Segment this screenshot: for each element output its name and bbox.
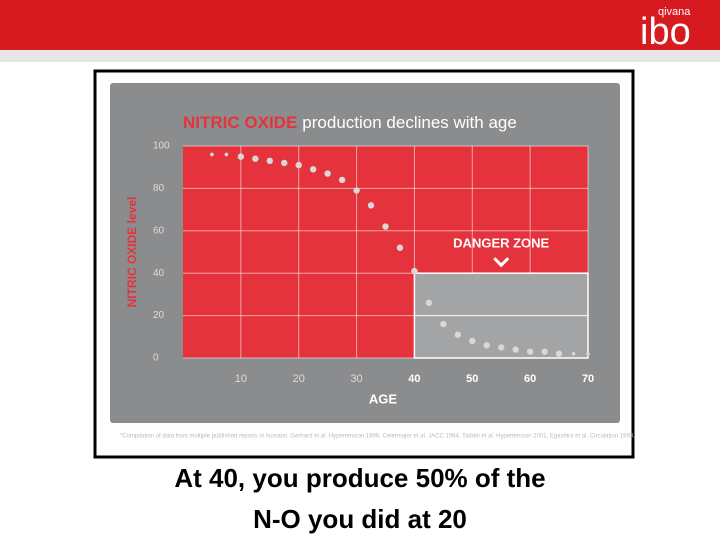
y-tick-label: 40 [153,268,165,279]
chart-title: NITRIC OXIDE production declines with age [183,113,517,132]
data-dot [324,170,331,177]
x-tick-label: 40 [408,373,420,385]
x-axis-label: AGE [369,391,398,406]
caption-line: At 40, you produce 50% of the [174,463,545,493]
data-dot [252,155,259,162]
data-dot [266,157,273,165]
data-dot [411,267,418,275]
brand-small: qivana [658,6,691,18]
data-dot [512,346,519,353]
data-dot [586,351,590,356]
data-dot [498,344,505,351]
title-text: production declines with age [302,113,517,132]
footnote: *Compilation of data from multiple publi… [120,434,635,440]
data-dot [367,202,375,209]
data-dot [526,348,534,355]
title-highlight: NITRIC OXIDE [183,113,297,132]
plot: 10 20 30 40 50 60 70 0 20 40 60 80 100 DANGER ZONE [153,141,594,385]
data-dot [541,348,548,355]
x-tick-label: 50 [466,373,478,385]
data-dot [353,187,360,194]
y-tick-label: 100 [153,141,170,152]
x-tick-label: 30 [350,373,362,385]
data-dot [281,159,288,167]
data-dot [309,166,317,173]
data-dot [571,351,576,356]
x-tick-label: 10 [235,373,247,385]
x-tick-label: 20 [293,373,305,385]
data-dot [396,244,404,251]
header-stripe [0,50,720,62]
y-tick-label: 80 [153,183,165,194]
data-dot [469,337,476,345]
data-dot [440,320,447,328]
y-axis-label: NITRIC OXIDE level [125,197,139,308]
data-dot [338,176,346,184]
caption-line: N-O you did at 20 [253,504,467,534]
y-tick-label: 60 [153,225,165,236]
data-dot [382,223,389,230]
x-tick-label: 70 [582,373,594,385]
data-dot [237,153,245,160]
data-dot [295,161,302,169]
y-tick-label: 20 [153,310,165,321]
data-dot [425,299,433,307]
data-dot [454,331,462,338]
header-bar [0,0,720,50]
brand: ibo [640,11,691,53]
data-dot [555,350,563,357]
annotation-arrow [493,257,510,268]
y-tick-label: 0 [153,353,159,364]
x-tick-label: 60 [524,373,536,385]
annotation: DANGER ZONE [453,236,549,251]
data-dot [483,342,490,349]
data-dot [210,152,214,157]
data-dot [224,152,229,157]
